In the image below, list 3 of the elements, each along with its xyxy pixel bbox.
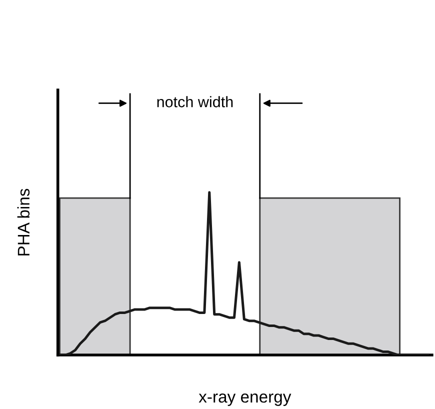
text: notch width (157, 96, 233, 108)
y-axis-title: PHA bins (17, 188, 30, 256)
x-axis-title: x-ray energy (198, 394, 292, 406)
